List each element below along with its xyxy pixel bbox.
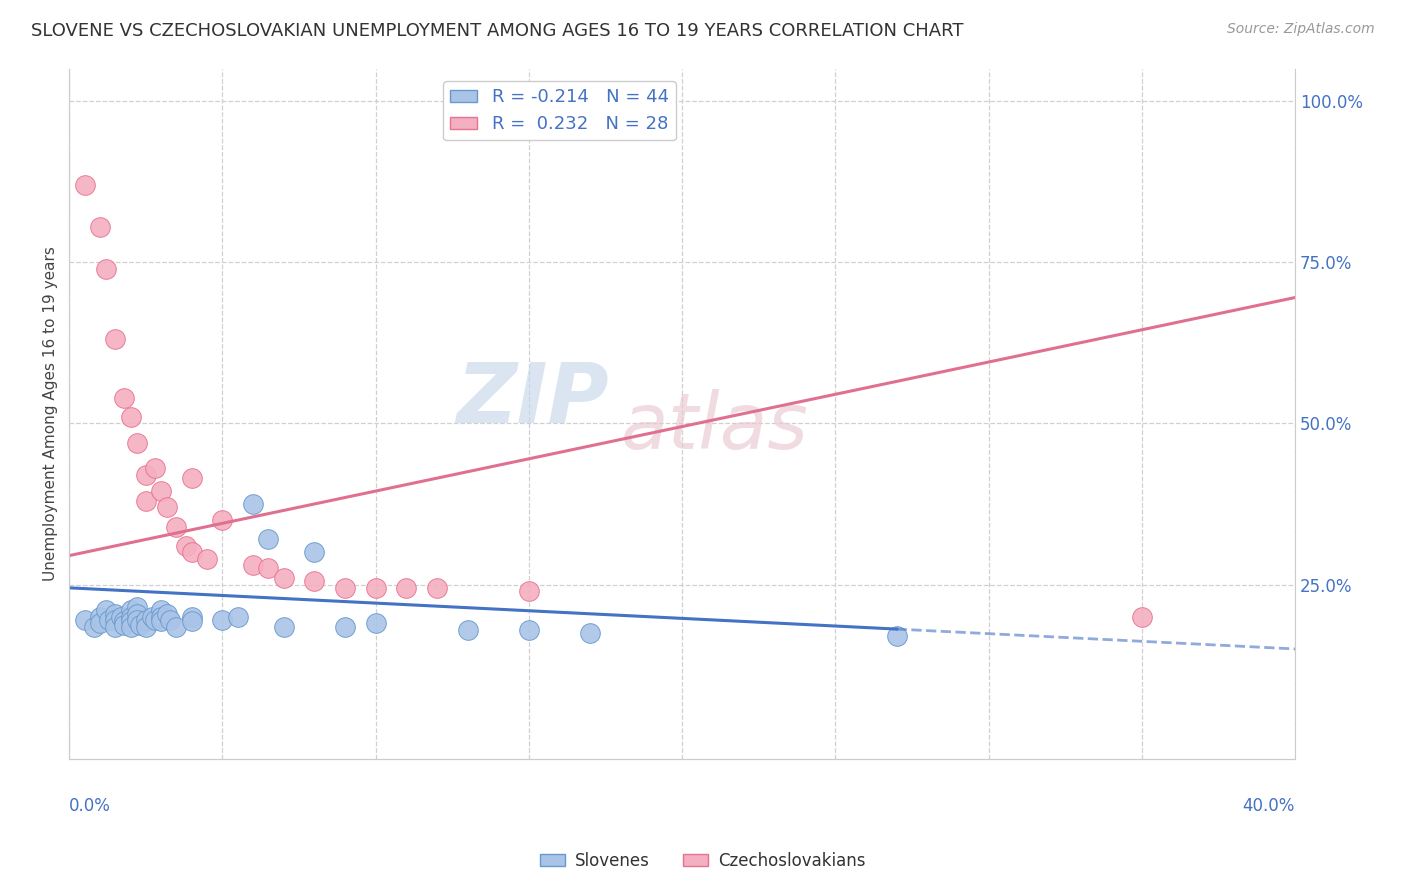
Point xyxy=(135,493,157,508)
Point xyxy=(120,610,142,624)
Point xyxy=(304,545,326,559)
Point xyxy=(426,581,449,595)
Point xyxy=(94,603,117,617)
Point xyxy=(333,619,356,633)
Point xyxy=(94,261,117,276)
Point xyxy=(517,623,540,637)
Point xyxy=(242,558,264,573)
Point xyxy=(304,574,326,589)
Point xyxy=(98,613,121,627)
Point xyxy=(150,615,173,629)
Point xyxy=(273,571,295,585)
Point xyxy=(135,467,157,482)
Point xyxy=(125,435,148,450)
Point xyxy=(112,391,135,405)
Point xyxy=(257,561,280,575)
Point xyxy=(579,626,602,640)
Point xyxy=(104,619,127,633)
Point xyxy=(120,615,142,629)
Point xyxy=(135,613,157,627)
Point xyxy=(150,610,173,624)
Point xyxy=(110,610,132,624)
Text: ZIP: ZIP xyxy=(456,359,609,441)
Text: Source: ZipAtlas.com: Source: ZipAtlas.com xyxy=(1227,22,1375,37)
Point xyxy=(333,581,356,595)
Point xyxy=(73,178,96,192)
Point xyxy=(156,500,179,515)
Point xyxy=(364,581,387,595)
Point xyxy=(180,471,202,485)
Point xyxy=(125,613,148,627)
Point xyxy=(120,603,142,617)
Point xyxy=(257,533,280,547)
Legend: R = -0.214   N = 44, R =  0.232   N = 28: R = -0.214 N = 44, R = 0.232 N = 28 xyxy=(443,81,676,140)
Point xyxy=(211,513,233,527)
Y-axis label: Unemployment Among Ages 16 to 19 years: Unemployment Among Ages 16 to 19 years xyxy=(44,246,58,581)
Point xyxy=(517,584,540,599)
Point xyxy=(159,613,181,627)
Point xyxy=(89,616,111,631)
Point xyxy=(150,603,173,617)
Point xyxy=(104,607,127,621)
Point xyxy=(112,618,135,632)
Point xyxy=(226,610,249,624)
Point xyxy=(156,607,179,621)
Point xyxy=(104,613,127,627)
Point xyxy=(73,613,96,627)
Point xyxy=(395,581,418,595)
Point xyxy=(242,497,264,511)
Legend: Slovenes, Czechoslovakians: Slovenes, Czechoslovakians xyxy=(533,846,873,877)
Text: atlas: atlas xyxy=(621,390,808,466)
Point xyxy=(143,613,166,627)
Point xyxy=(364,616,387,631)
Point xyxy=(125,607,148,621)
Text: 40.0%: 40.0% xyxy=(1243,797,1295,814)
Point xyxy=(457,623,479,637)
Point xyxy=(195,551,218,566)
Point xyxy=(83,619,105,633)
Point xyxy=(141,610,163,624)
Point xyxy=(125,600,148,615)
Point xyxy=(211,613,233,627)
Point xyxy=(180,545,202,559)
Point xyxy=(135,619,157,633)
Point xyxy=(1130,610,1153,624)
Point xyxy=(886,629,908,643)
Point xyxy=(89,219,111,234)
Text: 0.0%: 0.0% xyxy=(69,797,111,814)
Point xyxy=(180,615,202,629)
Point xyxy=(166,519,188,533)
Point xyxy=(89,610,111,624)
Text: SLOVENE VS CZECHOSLOVAKIAN UNEMPLOYMENT AMONG AGES 16 TO 19 YEARS CORRELATION CH: SLOVENE VS CZECHOSLOVAKIAN UNEMPLOYMENT … xyxy=(31,22,963,40)
Point xyxy=(120,409,142,424)
Point xyxy=(273,619,295,633)
Point xyxy=(120,619,142,633)
Point xyxy=(128,617,150,632)
Point xyxy=(180,610,202,624)
Point xyxy=(150,484,173,499)
Point xyxy=(112,615,135,629)
Point xyxy=(104,333,127,347)
Point xyxy=(174,539,197,553)
Point xyxy=(166,619,188,633)
Point xyxy=(143,461,166,475)
